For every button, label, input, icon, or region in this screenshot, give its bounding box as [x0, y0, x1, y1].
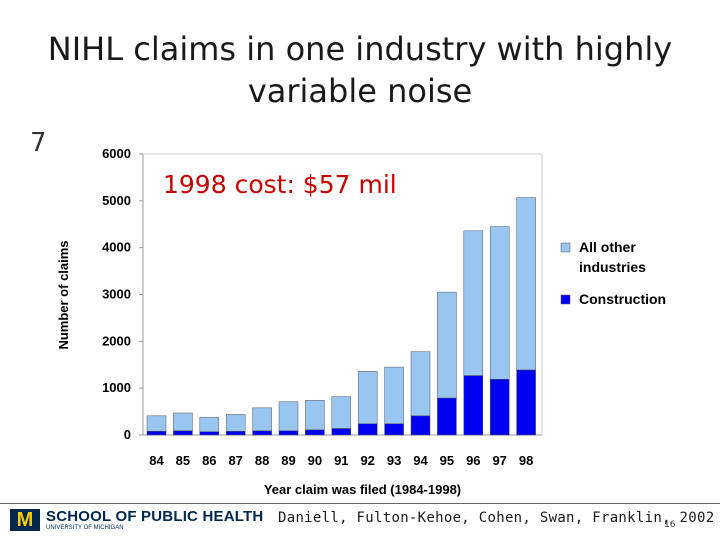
bar-construction	[278, 430, 299, 436]
bar-construction	[384, 423, 404, 436]
x-tick-label: 93	[387, 453, 401, 468]
x-tick-label: 98	[519, 453, 533, 468]
legend-label-construction: Construction	[579, 291, 666, 307]
y-tick-label: 3000	[102, 287, 131, 302]
bar-all-other	[437, 291, 457, 399]
x-tick-label: 86	[202, 453, 216, 468]
bar-construction	[252, 430, 272, 436]
y-tick-label: 0	[124, 427, 131, 442]
school-logo: M SCHOOL OF PUBLIC HEALTH UNIVERSITY OF …	[10, 507, 264, 532]
x-tick-label: 96	[466, 453, 480, 468]
y-tick-label: 1000	[102, 380, 131, 395]
bar-all-other	[199, 416, 220, 432]
bar-construction	[146, 431, 167, 436]
bar-construction	[437, 397, 457, 436]
stacked-bar-chart: 0 1000 2000 3000 4000 5000 6000 84 85 86 87 88 89 90 9…	[56, 146, 666, 497]
legend-swatch-all-other	[560, 242, 571, 253]
x-tick-label: 91	[334, 453, 348, 468]
bar-all-other	[278, 401, 299, 432]
block-m-icon: M	[10, 509, 40, 531]
title-line-1: NIHL claims in one industry with highly	[47, 30, 673, 68]
y-axis-title: Number of claims	[56, 240, 71, 349]
x-tick-label: 87	[228, 453, 242, 468]
x-tick-label: 85	[176, 453, 190, 468]
logo-text: SCHOOL OF PUBLIC HEALTH UNIVERSITY OF MI…	[46, 507, 264, 532]
bar-construction	[489, 379, 510, 436]
obscured-bullet-text: 7	[30, 128, 47, 158]
bar-construction	[357, 423, 378, 436]
bar-all-other	[489, 226, 510, 380]
x-tick-label: 89	[281, 453, 295, 468]
bar-construction	[225, 431, 246, 436]
bar-construction	[173, 430, 193, 436]
x-tick-label: 84	[149, 453, 164, 468]
y-tick-label: 5000	[102, 193, 131, 208]
legend-swatch-construction	[560, 294, 571, 305]
x-tick-label: 97	[492, 453, 506, 468]
x-tick-label: 90	[308, 453, 322, 468]
x-tick-label: 88	[255, 453, 269, 468]
bar-construction	[463, 375, 484, 436]
y-tick-label: 4000	[102, 240, 131, 255]
y-tick-label: 6000	[102, 146, 131, 161]
bar-construction	[199, 431, 220, 436]
page-number: 16	[664, 520, 676, 530]
bar-construction	[516, 369, 536, 436]
bar-all-other	[463, 230, 484, 376]
bar-all-other	[357, 371, 378, 425]
x-axis-title: Year claim was filed (1984-1998)	[264, 482, 461, 497]
bar-construction	[305, 429, 325, 436]
bar-all-other	[252, 407, 272, 432]
x-tick-label: 92	[360, 453, 374, 468]
bar-all-other	[225, 414, 246, 432]
legend-label-all-other-line2: industries	[579, 259, 646, 275]
logo-name: SCHOOL OF PUBLIC HEALTH	[46, 507, 264, 525]
bar-all-other	[331, 396, 352, 429]
cost-callout: 1998 cost: $57 mil	[163, 170, 397, 199]
bar-all-other	[384, 366, 404, 425]
citation: Daniell, Fulton-Kehoe, Cohen, Swan, Fran…	[278, 510, 715, 526]
bar-construction	[331, 428, 352, 436]
x-tick-label: 95	[440, 453, 454, 468]
slide-title: NIHL claims in one industry with highly …	[0, 28, 720, 112]
title-line-2: variable noise	[247, 72, 473, 110]
bar-all-other	[305, 400, 325, 431]
bar-all-other	[173, 412, 193, 432]
bar-construction	[410, 415, 431, 436]
legend-label-all-other-line1: All other	[579, 239, 636, 255]
bar-all-other	[516, 197, 536, 371]
bar-all-other	[410, 351, 431, 417]
logo-subtitle: UNIVERSITY OF MICHIGAN	[46, 524, 124, 531]
y-tick-label: 2000	[102, 333, 131, 348]
footer-divider	[0, 503, 720, 504]
x-tick-label: 94	[413, 453, 428, 468]
bar-all-other	[146, 415, 167, 432]
